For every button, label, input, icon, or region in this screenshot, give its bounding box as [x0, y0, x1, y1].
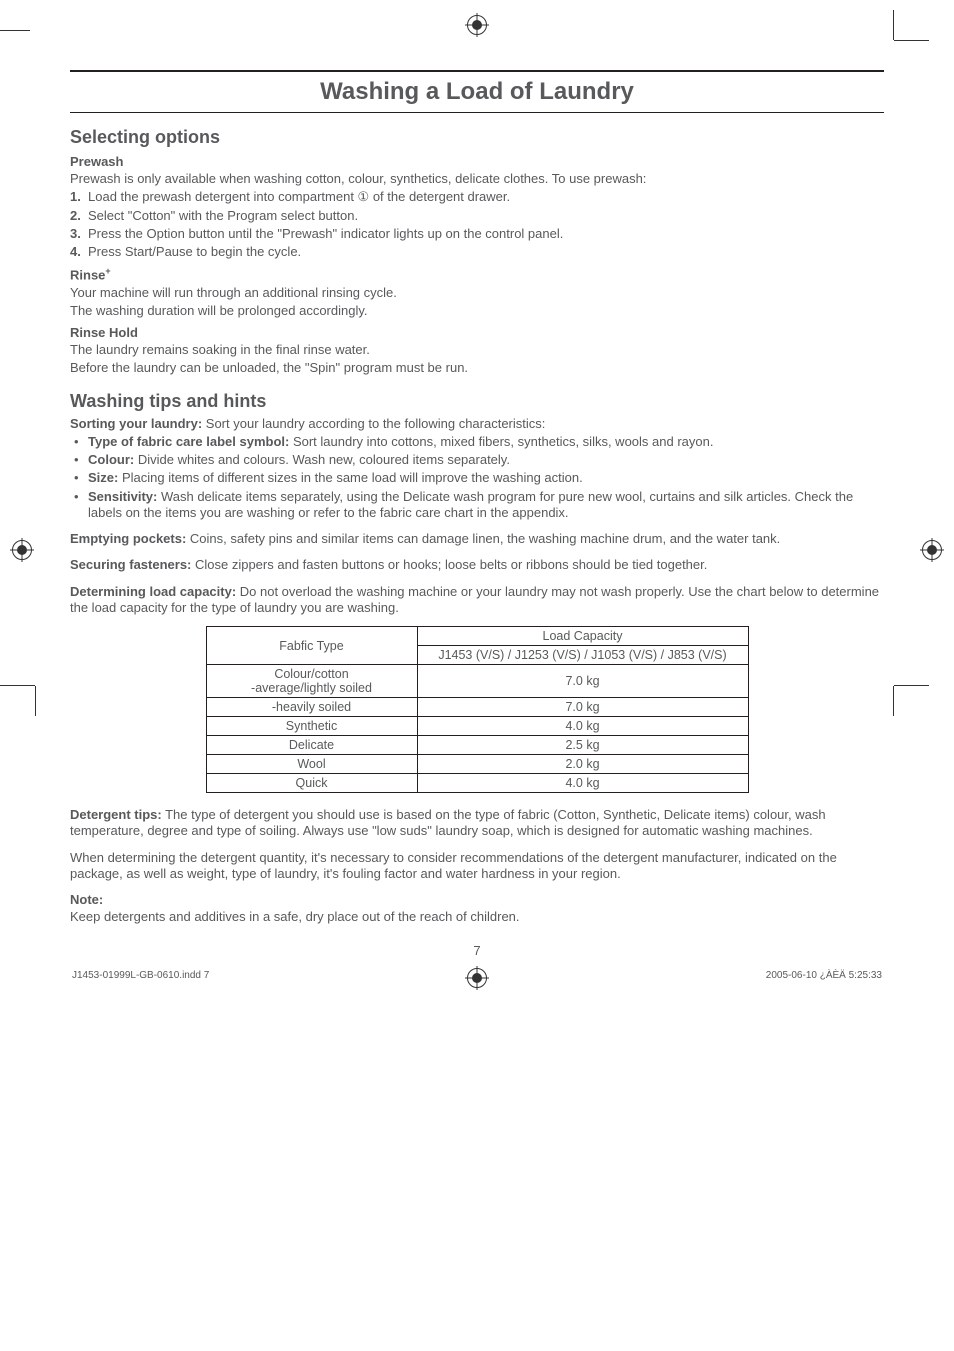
- table-cell-cap: 2.5 kg: [417, 736, 748, 755]
- load-capacity-table: Fabfic Type Load Capacity J1453 (V/S) / …: [206, 626, 749, 793]
- registration-mark-icon: [922, 540, 942, 560]
- rinse-title: Rinse: [70, 268, 105, 283]
- detergent-tips: Detergent tips: The type of detergent yo…: [70, 807, 884, 840]
- table-row: Wool 2.0 kg: [206, 755, 748, 774]
- prewash-step: 2.Select "Cotton" with the Program selec…: [70, 208, 884, 224]
- detergent-label: Detergent tips:: [70, 807, 162, 822]
- subheading-rinse-hold: Rinse Hold: [70, 325, 884, 340]
- detergent-quantity: When determining the detergent quantity,…: [70, 850, 884, 883]
- securing-label: Securing fasteners:: [70, 557, 191, 572]
- table-row: Quick 4.0 kg: [206, 774, 748, 793]
- bullet-text: Sort laundry into cottons, mixed fibers,…: [289, 434, 713, 449]
- table-header-type: Fabfic Type: [206, 627, 417, 665]
- crop-mark: [894, 40, 929, 41]
- note-label: Note:: [70, 892, 884, 907]
- step-text: Select "Cotton" with the Program select …: [88, 208, 358, 223]
- step-text: Press the Option button until the "Prewa…: [88, 226, 563, 241]
- note-text: Keep detergents and additives in a safe,…: [70, 909, 884, 925]
- emptying-text: Coins, safety pins and similar items can…: [186, 531, 780, 546]
- page-title: Washing a Load of Laundry: [70, 78, 884, 106]
- bullet-label: Colour:: [88, 452, 134, 467]
- crop-mark: [35, 686, 36, 716]
- sorting-text: Sort your laundry according to the follo…: [202, 416, 545, 431]
- bullet-label: Size:: [88, 470, 118, 485]
- horizontal-rule: [70, 112, 884, 113]
- page-number: 7: [70, 943, 884, 958]
- crop-mark: [894, 685, 929, 686]
- table-cell-type: Quick: [206, 774, 417, 793]
- step-text: Press Start/Pause to begin the cycle.: [88, 244, 301, 259]
- registration-mark-icon: [12, 540, 32, 560]
- table-cell-type: Wool: [206, 755, 417, 774]
- detergent-text: The type of detergent you should use is …: [70, 807, 826, 838]
- prewash-step: 1.Load the prewash detergent into compar…: [70, 189, 884, 205]
- section-heading-washing-tips: Washing tips and hints: [70, 391, 884, 412]
- bullet-label: Type of fabric care label symbol:: [88, 434, 289, 449]
- footer-timestamp: 2005-06-10 ¿ÀÈÄ 5:25:33: [766, 970, 882, 981]
- footer-filename: J1453-01999L-GB-0610.indd 7: [72, 970, 209, 981]
- table-row: Delicate 2.5 kg: [206, 736, 748, 755]
- list-item: Colour: Divide whites and colours. Wash …: [70, 452, 884, 468]
- sorting-intro: Sorting your laundry: Sort your laundry …: [70, 416, 884, 432]
- crop-mark: [0, 685, 35, 686]
- registration-mark-icon: [467, 968, 487, 988]
- table-row: Colour/cotton -average/lightly soiled 7.…: [206, 665, 748, 698]
- horizontal-rule: [70, 70, 884, 72]
- list-item: Type of fabric care label symbol: Sort l…: [70, 434, 884, 450]
- rinsehold-line: Before the laundry can be unloaded, the …: [70, 360, 884, 376]
- determining-capacity: Determining load capacity: Do not overlo…: [70, 584, 884, 617]
- subheading-rinse: Rinse+: [70, 266, 884, 282]
- prewash-steps: 1.Load the prewash detergent into compar…: [70, 189, 884, 260]
- rinsehold-line: The laundry remains soaking in the final…: [70, 342, 884, 358]
- table-cell-cap: 2.0 kg: [417, 755, 748, 774]
- table-cell-type: Delicate: [206, 736, 417, 755]
- table-row: -heavily soiled 7.0 kg: [206, 698, 748, 717]
- rinse-line: Your machine will run through an additio…: [70, 285, 884, 301]
- subheading-prewash: Prewash: [70, 154, 884, 169]
- sorting-label: Sorting your laundry:: [70, 416, 202, 431]
- table-cell-type: Synthetic: [206, 717, 417, 736]
- table-header-models: J1453 (V/S) / J1253 (V/S) / J1053 (V/S) …: [417, 646, 748, 665]
- table-cell-type: Colour/cotton -average/lightly soiled: [206, 665, 417, 698]
- emptying-pockets: Emptying pockets: Coins, safety pins and…: [70, 531, 884, 547]
- securing-text: Close zippers and fasten buttons or hook…: [191, 557, 707, 572]
- step-text: Load the prewash detergent into compartm…: [88, 189, 510, 204]
- bullet-text: Placing items of different sizes in the …: [118, 470, 582, 485]
- determining-label: Determining load capacity:: [70, 584, 236, 599]
- table-cell-type: -heavily soiled: [206, 698, 417, 717]
- table-cell-cap: 7.0 kg: [417, 698, 748, 717]
- page-container: Washing a Load of Laundry Selecting opti…: [0, 0, 954, 1021]
- rinse-sup: +: [105, 266, 110, 276]
- table-row: Synthetic 4.0 kg: [206, 717, 748, 736]
- prewash-intro: Prewash is only available when washing c…: [70, 171, 884, 187]
- emptying-label: Emptying pockets:: [70, 531, 186, 546]
- crop-mark: [893, 686, 894, 716]
- table-row: Fabfic Type Load Capacity: [206, 627, 748, 646]
- table-header-capacity: Load Capacity: [417, 627, 748, 646]
- registration-mark-icon: [467, 15, 487, 35]
- bullet-label: Sensitivity:: [88, 489, 157, 504]
- rinse-line: The washing duration will be prolonged a…: [70, 303, 884, 319]
- bullet-text: Divide whites and colours. Wash new, col…: [134, 452, 510, 467]
- bullet-text: Wash delicate items separately, using th…: [88, 489, 853, 520]
- list-item: Size: Placing items of different sizes i…: [70, 470, 884, 486]
- table-cell-cap: 4.0 kg: [417, 717, 748, 736]
- securing-fasteners: Securing fasteners: Close zippers and fa…: [70, 557, 884, 573]
- list-item: Sensitivity: Wash delicate items separat…: [70, 489, 884, 522]
- sorting-bullets: Type of fabric care label symbol: Sort l…: [70, 434, 884, 521]
- section-heading-selecting-options: Selecting options: [70, 127, 884, 148]
- prewash-step: 4.Press Start/Pause to begin the cycle.: [70, 244, 884, 260]
- table-cell-cap: 4.0 kg: [417, 774, 748, 793]
- crop-mark: [893, 10, 894, 40]
- table-cell-cap: 7.0 kg: [417, 665, 748, 698]
- prewash-step: 3.Press the Option button until the "Pre…: [70, 226, 884, 242]
